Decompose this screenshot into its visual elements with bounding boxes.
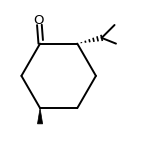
Text: O: O [33,14,44,27]
Polygon shape [38,108,43,124]
